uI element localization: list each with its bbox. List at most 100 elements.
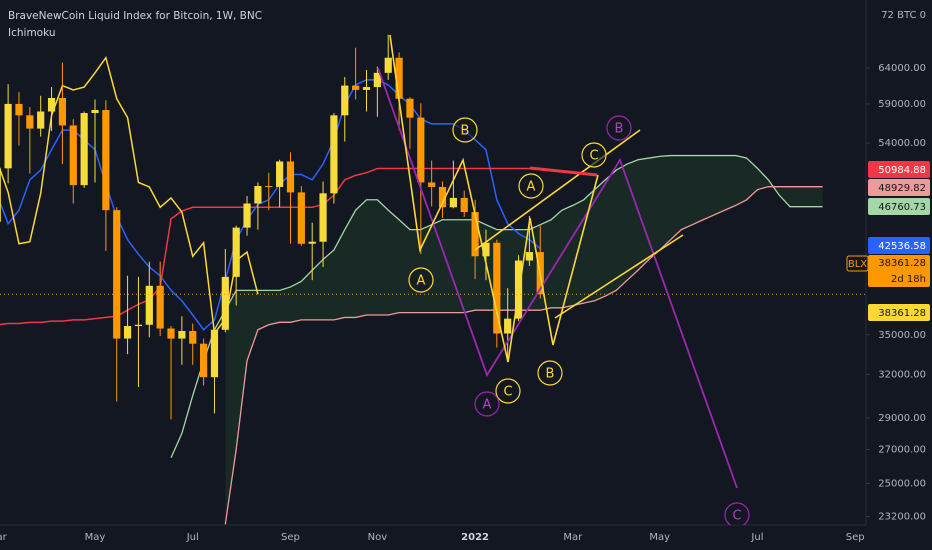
y-tick-label: 29000.00	[878, 413, 926, 424]
candle-body	[123, 326, 132, 339]
price-label: 42536.58	[878, 241, 926, 252]
candle-body	[113, 210, 121, 339]
candle-body	[15, 103, 23, 116]
candle-body	[406, 98, 414, 118]
y-tick-label: 35000.00	[878, 330, 926, 341]
x-tick-label: May	[85, 532, 106, 543]
wave-label: B	[615, 122, 624, 137]
wave-circle	[474, 391, 500, 417]
candle-body	[156, 285, 164, 329]
candle-body	[286, 161, 295, 193]
corner-label: 72 BTC 0	[881, 10, 926, 21]
y-tick-label: 32000.00	[878, 369, 926, 380]
candle-body	[210, 329, 219, 378]
candle-body	[102, 109, 110, 211]
candle-body	[58, 97, 67, 126]
candle-body	[297, 192, 305, 244]
candle-body	[525, 252, 533, 261]
purple-wave	[377, 67, 738, 489]
candle-body	[308, 241, 316, 244]
y-tick-label: 54000.00	[878, 138, 926, 149]
candle-body	[417, 117, 425, 183]
candle-body	[276, 161, 284, 187]
wave-circle	[724, 502, 750, 525]
chart-title: BraveNewCoin Liquid Index for Bitcoin, 1…	[8, 10, 262, 22]
price-labels: 50984.88 48929.82 46760.73 42536.58 3836…	[846, 161, 930, 321]
channel-line	[474, 129, 641, 251]
wave-label: A	[483, 398, 492, 413]
candle-body	[232, 227, 240, 277]
y-tick-label: 27000.00	[878, 444, 926, 455]
price-label: 50984.88	[878, 165, 926, 176]
wave-label: C	[732, 509, 741, 524]
wave-circle	[518, 173, 544, 199]
candle-body	[460, 197, 468, 213]
wave-circle	[581, 142, 607, 168]
x-tick-label: Sep	[846, 532, 865, 543]
candle-body	[395, 57, 403, 99]
y-tick-label: 64000.00	[878, 63, 926, 74]
candle-body	[319, 193, 327, 242]
candle-body	[254, 186, 262, 204]
candle-body	[134, 324, 143, 327]
candle-body	[352, 85, 360, 90]
price-label-box	[868, 304, 930, 321]
candle-body	[471, 212, 479, 257]
price-label-box	[868, 255, 930, 287]
candle-body	[0, 168, 1, 222]
price-label: 46760.73	[878, 202, 926, 213]
price-label-box	[868, 179, 930, 196]
candle-body	[200, 343, 208, 378]
wave-circle	[408, 267, 434, 293]
symbol-tag-box	[846, 255, 869, 272]
yellow-wave	[507, 174, 599, 363]
price-label-box	[868, 161, 930, 178]
candle-body	[428, 182, 436, 187]
candle-body	[221, 276, 229, 330]
candle-body	[26, 115, 34, 129]
candle-body	[384, 57, 392, 73]
candle-body	[373, 72, 381, 88]
candle-body	[362, 87, 371, 90]
x-tick-label: Jul	[186, 532, 199, 543]
candle-body	[189, 330, 197, 344]
price-label-box	[868, 198, 930, 215]
countdown: 2d 18h	[891, 274, 926, 285]
span-a-line	[170, 154, 823, 459]
candle-body	[80, 113, 88, 186]
wave-circle	[452, 117, 478, 143]
candle-body	[504, 318, 512, 334]
x-tick-label: Nov	[368, 532, 388, 543]
candle-body	[243, 203, 251, 228]
x-tick-label: Mar	[0, 532, 8, 543]
price-label: 38361.28	[878, 258, 926, 269]
red-segment	[529, 166, 598, 177]
candle-body	[47, 97, 56, 112]
x-tick-label: Sep	[281, 532, 300, 543]
x-tick-label: 2022	[461, 532, 489, 543]
candle-body	[145, 285, 153, 325]
wave-label: C	[503, 385, 512, 400]
candle-body	[4, 103, 12, 169]
candle-body	[37, 111, 45, 129]
candle-body	[265, 186, 273, 188]
wave-label: A	[417, 274, 426, 289]
wave-label: C	[589, 149, 598, 164]
plot-area	[0, 34, 866, 525]
wave-label: A	[527, 180, 536, 195]
wave-label: B	[546, 367, 555, 382]
candle-body	[449, 197, 457, 208]
ichimoku-cloud	[225, 155, 823, 525]
wave-label: B	[461, 124, 470, 139]
y-tick-label: 59000.00	[878, 99, 926, 110]
channel-line	[554, 234, 684, 319]
yellow-wave	[389, 34, 509, 363]
candle-body	[69, 125, 77, 186]
x-tick-label: Mar	[563, 532, 583, 543]
x-tick-label: Jul	[750, 532, 763, 543]
candle-body	[438, 186, 447, 208]
y-tick-label: 23200.00	[878, 512, 926, 523]
price-label: 38361.28	[878, 308, 926, 319]
